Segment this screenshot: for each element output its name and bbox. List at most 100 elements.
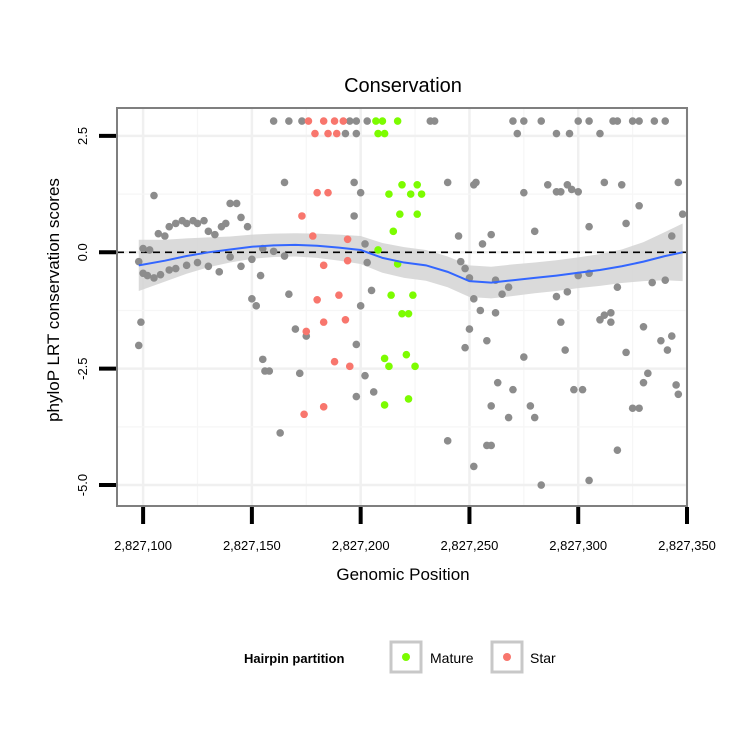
data-point-other [567,185,576,194]
data-point-other [280,178,289,187]
data-point-other [574,117,583,125]
data-point-other [661,276,670,285]
data-point-other [585,222,593,231]
data-point-other [600,311,609,319]
data-point-other [345,117,354,125]
data-point-star [313,188,321,197]
data-point-other [258,355,267,364]
x-tick-label: 2,827,150 [223,538,281,553]
data-point-other [134,257,143,266]
data-point-other [367,286,376,295]
smooth-confidence-band-layer [138,223,683,299]
data-point-other [280,252,289,260]
smooth-line-layer [138,243,683,284]
data-point-other [200,216,208,225]
data-point-star [302,327,311,336]
x-tick-label: 2,827,200 [332,538,390,553]
data-point-other [520,117,528,125]
data-point-other [552,292,561,301]
data-point-other [537,481,546,489]
data-point-other [537,117,546,125]
data-point-other [648,278,656,287]
data-point-other [276,429,284,437]
data-point-other [657,336,665,345]
data-point-other [456,257,465,266]
data-points-layer [134,117,687,489]
grid-lines [117,108,689,506]
data-point-other [622,348,630,357]
data-point-other [204,262,213,271]
y-tick-label: -5.0 [75,474,90,496]
data-point-other [204,227,213,236]
data-point-other [171,264,180,273]
data-point-other [269,247,278,256]
data-point-other [182,219,191,228]
data-point-other [530,227,539,236]
data-point-mature [389,227,398,236]
data-point-other [161,232,169,240]
data-point-other [215,268,224,276]
data-point-mature [380,129,389,138]
x-tick-label: 2,827,250 [441,538,499,553]
data-point-other [498,290,506,298]
data-point-other [252,302,261,310]
data-point-other [635,404,643,413]
data-point-other [363,258,371,267]
data-point-star [319,117,328,125]
data-point-other [443,178,452,187]
data-point-other [650,117,659,125]
data-point-mature [378,117,387,125]
data-point-other [285,117,293,125]
data-point-other [483,336,491,345]
data-point-other [565,129,574,138]
data-point-other [504,413,513,422]
data-point-mature [385,362,393,371]
data-point-other [461,264,469,273]
data-point-other [154,229,163,238]
data-point-other [137,318,145,326]
data-point-other [491,309,500,317]
axes-layer: 2,827,100 2,827,150 2,827,200 2,827,250 2,82… [75,127,716,553]
data-point-other [513,129,522,138]
data-point-other [352,129,361,138]
data-point-other [269,117,278,125]
data-point-mature [380,354,389,363]
data-point-other [504,283,513,292]
data-point-other [635,117,643,125]
data-point-other [487,441,495,450]
data-point-star [311,129,319,138]
smooth-fit-line [138,243,683,284]
data-point-other [607,309,615,317]
data-point-other [613,283,622,292]
data-point-mature [398,309,406,318]
data-point-mature [404,395,413,403]
data-point-other [578,385,587,394]
y-tick-label: -2.5 [75,357,90,379]
data-point-mature [398,181,406,189]
legend-title: Hairpin partition [244,651,344,666]
data-point-other [663,346,672,354]
data-point-other [350,178,358,187]
data-point-other [476,306,485,315]
data-point-other [635,201,643,210]
data-point-star [343,256,352,265]
data-point-other [570,385,578,394]
data-point-other [232,199,241,208]
plot-panel-border [116,107,688,507]
data-point-mature [402,350,411,359]
data-point-other [237,262,245,271]
data-point-mature [409,291,417,299]
x-tick-label: 2,827,300 [549,538,607,553]
data-point-other [509,117,517,125]
data-point-mature [393,117,402,125]
data-point-star [343,235,352,244]
legend-label-mature: Mature [430,650,474,666]
data-point-star [304,117,313,125]
data-point-other [667,332,676,340]
data-point-other [639,322,648,331]
data-point-star [319,318,328,326]
data-point-other [561,346,569,354]
data-point-other [487,402,495,410]
data-point-star [324,129,332,138]
legend: Hairpin partition Mature Star [244,640,556,674]
